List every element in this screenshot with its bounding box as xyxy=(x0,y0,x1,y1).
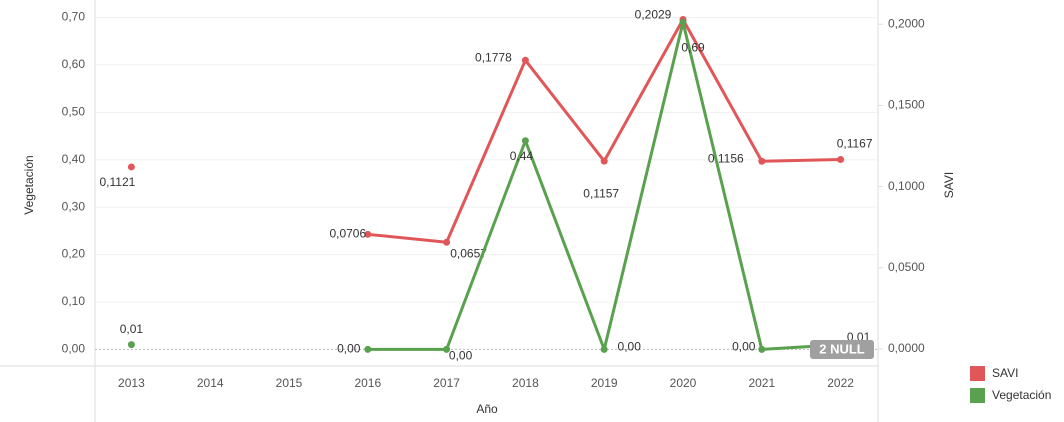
null-badge-text: 2 NULL xyxy=(819,341,865,356)
x-tick-label: 2019 xyxy=(591,376,618,390)
value-label: 0,1157 xyxy=(583,186,619,200)
legend-label: SAVI xyxy=(992,366,1018,380)
value-label: 0,0657 xyxy=(450,246,487,260)
data-point xyxy=(837,155,845,163)
y-tick-label: 0,00 xyxy=(62,342,86,356)
data-point xyxy=(679,18,687,26)
null-badge xyxy=(810,340,874,359)
y2-tick-label: 0,2000 xyxy=(888,16,925,30)
value-label: 0,00 xyxy=(732,340,756,354)
y-tick-label: 0,70 xyxy=(62,10,86,24)
data-point xyxy=(364,230,372,238)
y2-tick-label: 0,0000 xyxy=(888,341,925,355)
value-label: 0,69 xyxy=(681,40,705,54)
value-label: 0,01 xyxy=(120,322,144,336)
y-tick-label: 0,50 xyxy=(62,104,86,118)
legend-label: Vegetación xyxy=(992,388,1051,402)
value-label: 0,44 xyxy=(510,149,534,163)
data-point xyxy=(127,341,135,349)
data-point xyxy=(758,157,766,165)
y2-tick-label: 0,1000 xyxy=(888,179,925,193)
x-tick-label: 2022 xyxy=(827,376,854,390)
y-tick-label: 0,10 xyxy=(62,294,86,308)
x-tick-label: 2014 xyxy=(197,376,224,390)
value-label: 0,00 xyxy=(337,342,361,356)
legend-swatch xyxy=(970,366,985,381)
x-tick-label: 2021 xyxy=(748,376,775,390)
y-tick-label: 0,30 xyxy=(62,199,86,213)
y-axis-title: Vegetación xyxy=(22,155,36,214)
data-point xyxy=(443,345,451,353)
legend-swatch xyxy=(970,388,985,403)
data-point xyxy=(600,345,608,353)
value-label: 0,00 xyxy=(618,340,642,354)
value-label: 0,00 xyxy=(449,349,473,363)
y2-tick-label: 0,0500 xyxy=(888,260,925,274)
x-tick-label: 2013 xyxy=(118,376,145,390)
x-tick-label: 2015 xyxy=(276,376,303,390)
y-tick-label: 0,40 xyxy=(62,152,86,166)
value-label: 0,1121 xyxy=(99,175,135,189)
data-point xyxy=(127,163,135,171)
data-point xyxy=(364,345,372,353)
series-line xyxy=(367,18,841,244)
y2-tick-label: 0,1500 xyxy=(888,98,925,112)
data-point xyxy=(758,345,766,353)
value-label: 0,1167 xyxy=(837,137,873,151)
y2-axis-title: SAVI xyxy=(942,172,956,198)
y-tick-label: 0,60 xyxy=(62,57,86,71)
data-point xyxy=(600,157,608,165)
data-point xyxy=(521,137,529,145)
value-label: 0,0706 xyxy=(329,226,366,240)
data-point xyxy=(521,56,529,64)
value-label: 0,2029 xyxy=(635,8,672,22)
value-label: 0,1778 xyxy=(475,50,512,64)
y-tick-label: 0,20 xyxy=(62,247,86,261)
data-point xyxy=(443,238,451,246)
x-tick-label: 2017 xyxy=(433,376,460,390)
x-axis-title: Año xyxy=(476,402,498,416)
x-tick-label: 2020 xyxy=(670,376,697,390)
x-tick-label: 2018 xyxy=(512,376,539,390)
x-tick-label: 2016 xyxy=(354,376,381,390)
